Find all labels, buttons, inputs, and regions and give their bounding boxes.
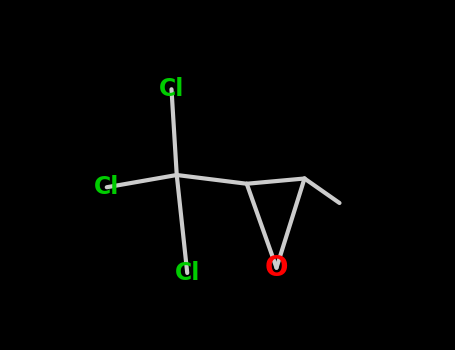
Text: Cl: Cl: [159, 77, 184, 101]
Text: Cl: Cl: [94, 175, 119, 199]
Text: O: O: [265, 254, 288, 282]
Text: Cl: Cl: [175, 261, 200, 285]
